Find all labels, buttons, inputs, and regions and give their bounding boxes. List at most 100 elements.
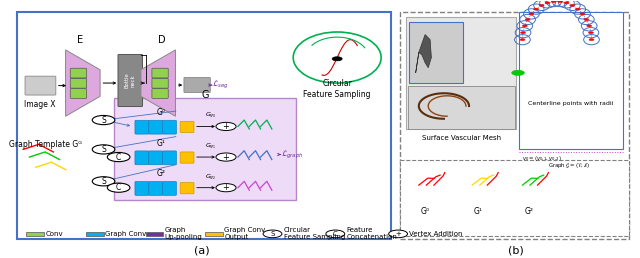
FancyBboxPatch shape xyxy=(152,68,168,78)
Circle shape xyxy=(520,32,525,34)
FancyBboxPatch shape xyxy=(70,89,86,98)
Circle shape xyxy=(584,19,589,21)
Circle shape xyxy=(539,4,544,6)
Text: Bottle
neck: Bottle neck xyxy=(125,72,136,88)
FancyBboxPatch shape xyxy=(163,182,177,195)
Circle shape xyxy=(388,230,408,238)
Text: Graph Conv: Graph Conv xyxy=(105,231,146,237)
FancyBboxPatch shape xyxy=(163,120,177,134)
Text: S: S xyxy=(270,231,275,237)
Text: +: + xyxy=(223,122,230,131)
FancyBboxPatch shape xyxy=(184,77,211,92)
Text: Surface Vascular Mesh: Surface Vascular Mesh xyxy=(422,135,501,141)
Bar xyxy=(519,12,623,149)
Circle shape xyxy=(570,4,575,6)
Text: (b): (b) xyxy=(508,245,524,255)
FancyBboxPatch shape xyxy=(152,89,168,98)
Circle shape xyxy=(545,2,550,4)
Circle shape xyxy=(522,25,527,27)
Bar xyxy=(400,160,629,236)
Text: $v_0 = (v_{0,1}, v_{0,2})$: $v_0 = (v_{0,1}, v_{0,2})$ xyxy=(522,154,563,163)
Text: $G_{g_2}$: $G_{g_2}$ xyxy=(205,172,216,183)
Text: Circular
Feature Sampling: Circular Feature Sampling xyxy=(284,227,345,240)
Circle shape xyxy=(92,177,115,186)
Text: $\mathcal{L}_{seg}$: $\mathcal{L}_{seg}$ xyxy=(212,79,228,91)
Text: G⁰: G⁰ xyxy=(157,108,166,117)
Text: G¹: G¹ xyxy=(157,139,166,148)
Bar xyxy=(400,12,629,239)
Bar xyxy=(408,86,515,129)
Circle shape xyxy=(564,2,569,4)
FancyBboxPatch shape xyxy=(148,120,163,134)
Circle shape xyxy=(512,70,524,75)
FancyBboxPatch shape xyxy=(135,120,148,134)
Bar xyxy=(146,232,163,236)
FancyBboxPatch shape xyxy=(148,182,163,195)
FancyBboxPatch shape xyxy=(180,152,194,163)
Circle shape xyxy=(263,230,282,238)
Text: S: S xyxy=(101,177,106,186)
Polygon shape xyxy=(141,50,175,116)
Circle shape xyxy=(216,122,236,131)
Text: C: C xyxy=(116,183,121,192)
Circle shape xyxy=(534,8,539,10)
Circle shape xyxy=(557,1,563,3)
FancyBboxPatch shape xyxy=(180,183,194,194)
Text: C: C xyxy=(333,231,338,237)
Circle shape xyxy=(92,116,115,125)
Text: Graph
Up-pooling: Graph Up-pooling xyxy=(164,227,202,240)
Bar xyxy=(17,12,390,239)
Text: +: + xyxy=(223,183,230,192)
Bar xyxy=(26,232,44,236)
Text: +: + xyxy=(223,152,230,162)
Circle shape xyxy=(587,25,592,27)
FancyBboxPatch shape xyxy=(135,151,148,165)
Text: D: D xyxy=(157,35,165,45)
Text: $\mathcal{L}_{graph}$: $\mathcal{L}_{graph}$ xyxy=(281,148,303,160)
Text: C: C xyxy=(116,152,121,162)
Text: Circular
Feature Sampling: Circular Feature Sampling xyxy=(303,79,371,99)
Text: Feature
Concatenation: Feature Concatenation xyxy=(347,227,397,240)
FancyBboxPatch shape xyxy=(163,151,177,165)
Bar xyxy=(410,22,463,83)
Circle shape xyxy=(332,57,342,61)
Text: $G_{g_0}$: $G_{g_0}$ xyxy=(205,111,217,121)
FancyBboxPatch shape xyxy=(118,54,143,107)
Text: (a): (a) xyxy=(195,245,210,255)
Circle shape xyxy=(588,32,593,34)
Text: S: S xyxy=(101,116,106,125)
Circle shape xyxy=(575,8,580,10)
Circle shape xyxy=(551,1,556,3)
Text: E: E xyxy=(77,35,83,45)
Bar xyxy=(86,232,104,236)
Text: Vertex Addition: Vertex Addition xyxy=(410,231,463,237)
Circle shape xyxy=(580,13,585,15)
Text: S: S xyxy=(101,145,106,154)
Text: Graph Conv
Output: Graph Conv Output xyxy=(224,227,266,240)
FancyBboxPatch shape xyxy=(148,151,163,165)
Text: Centerline points with radii: Centerline points with radii xyxy=(528,101,614,106)
Text: G⁰: G⁰ xyxy=(420,207,429,216)
Text: G²: G² xyxy=(524,207,533,216)
Text: G²: G² xyxy=(157,169,166,178)
FancyBboxPatch shape xyxy=(152,78,168,88)
Circle shape xyxy=(216,153,236,161)
Circle shape xyxy=(326,230,345,238)
Circle shape xyxy=(520,39,525,41)
Text: Graph $\mathcal{G} = (\mathcal{V}, \mathcal{E})$: Graph $\mathcal{G} = (\mathcal{V}, \math… xyxy=(548,162,589,171)
Circle shape xyxy=(108,152,130,162)
Text: $G_{g_1}$: $G_{g_1}$ xyxy=(205,142,216,152)
Text: G¹: G¹ xyxy=(474,207,483,216)
FancyBboxPatch shape xyxy=(70,68,86,78)
Polygon shape xyxy=(415,35,431,73)
Text: G: G xyxy=(202,90,209,100)
Circle shape xyxy=(216,184,236,192)
FancyBboxPatch shape xyxy=(135,182,148,195)
FancyBboxPatch shape xyxy=(70,78,86,88)
Circle shape xyxy=(529,13,534,15)
Circle shape xyxy=(108,183,130,192)
Text: Graph Template Gᴳ: Graph Template Gᴳ xyxy=(9,140,82,149)
Circle shape xyxy=(525,19,530,21)
Bar xyxy=(406,17,516,129)
Text: Conv: Conv xyxy=(45,231,63,237)
